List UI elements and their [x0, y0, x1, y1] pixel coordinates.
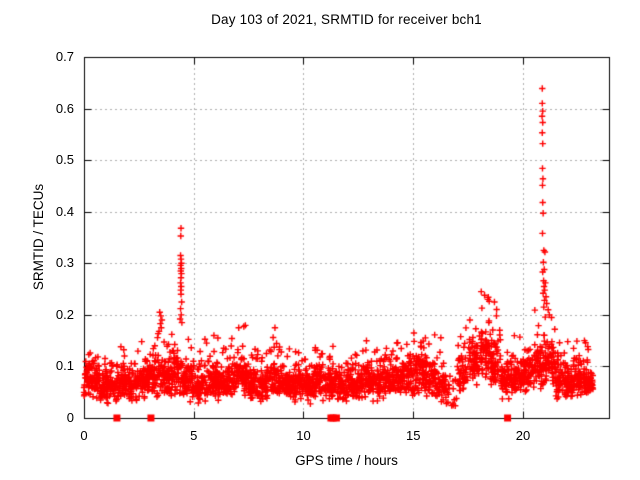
y-tick-label: 0.2: [55, 306, 74, 322]
y-tick-label: 0: [66, 410, 74, 425]
x-tick-label: 15: [405, 428, 421, 443]
x-tick-label: 10: [296, 428, 311, 443]
x-axis-label: GPS time / hours: [295, 453, 398, 468]
x-tick-label: 0: [80, 428, 88, 443]
y-tick-label: 0.5: [55, 152, 74, 168]
y-tick-label: 0.7: [55, 49, 74, 64]
y-axis-label: SRMTID / TECUs: [31, 183, 46, 291]
x-tick-label: 20: [515, 428, 531, 443]
x-tick-label: 5: [190, 428, 198, 443]
y-tick-label: 0.3: [55, 255, 74, 271]
y-tick-label: 0.1: [55, 358, 74, 374]
chart-title: Day 103 of 2021, SRMTID for receiver bch…: [211, 12, 482, 27]
y-tick-label: 0.4: [55, 203, 74, 219]
y-tick-label: 0.6: [55, 100, 74, 116]
